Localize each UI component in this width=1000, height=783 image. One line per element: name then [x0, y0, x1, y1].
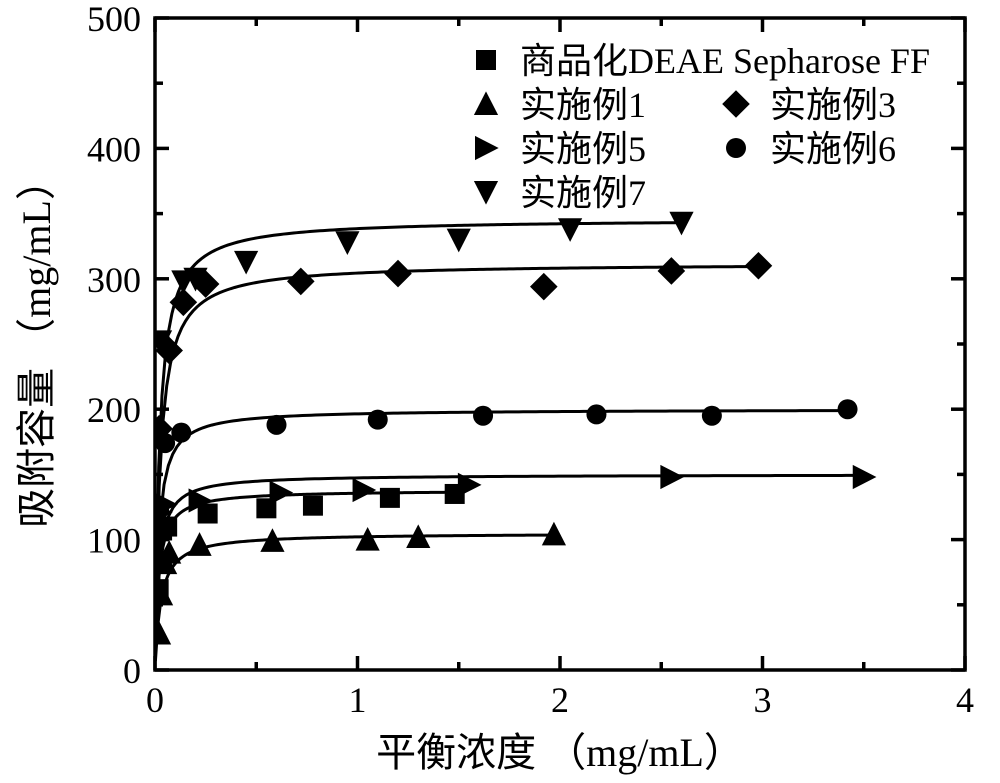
x-tick-label: 3 [754, 680, 772, 720]
y-tick-label: 0 [123, 651, 141, 691]
x-tick-label: 0 [146, 680, 164, 720]
legend-label: 实施例6 [770, 129, 896, 169]
y-tick-label: 300 [87, 260, 141, 300]
x-tick-label: 2 [551, 680, 569, 720]
x-tick-label: 1 [349, 680, 367, 720]
legend-label: 实施例5 [520, 129, 646, 169]
legend-label: 实施例3 [770, 85, 896, 125]
legend-label: 实施例1 [520, 85, 646, 125]
series-deae [149, 484, 465, 652]
x-tick-label: 4 [956, 680, 974, 720]
y-tick-label: 400 [87, 129, 141, 169]
legend-label: 实施例7 [520, 173, 646, 213]
chart-container: 0 1 2 3 4 0 100 200 300 400 500 平衡浓度 （mg/mL） 吸附容量 （m… [0, 0, 1000, 783]
y-axis-label: 吸附容量 （mg/mL） [14, 160, 59, 528]
y-tick-label: 500 [87, 0, 141, 39]
series-ex1 [147, 522, 566, 661]
y-tick-label: 100 [87, 521, 141, 561]
series-ex5 [147, 465, 876, 651]
series-ex6 [149, 399, 858, 644]
legend-label: 商品化DEAE Sepharose FF [520, 41, 930, 81]
series-ex3 [145, 252, 772, 640]
series-group [145, 212, 876, 661]
adsorption-chart: 0 1 2 3 4 0 100 200 300 400 500 平衡浓度 （mg/mL） 吸附容量 （m… [0, 0, 1000, 783]
y-tick-label: 200 [87, 390, 141, 430]
x-axis-label: 平衡浓度 （mg/mL） [376, 730, 744, 775]
